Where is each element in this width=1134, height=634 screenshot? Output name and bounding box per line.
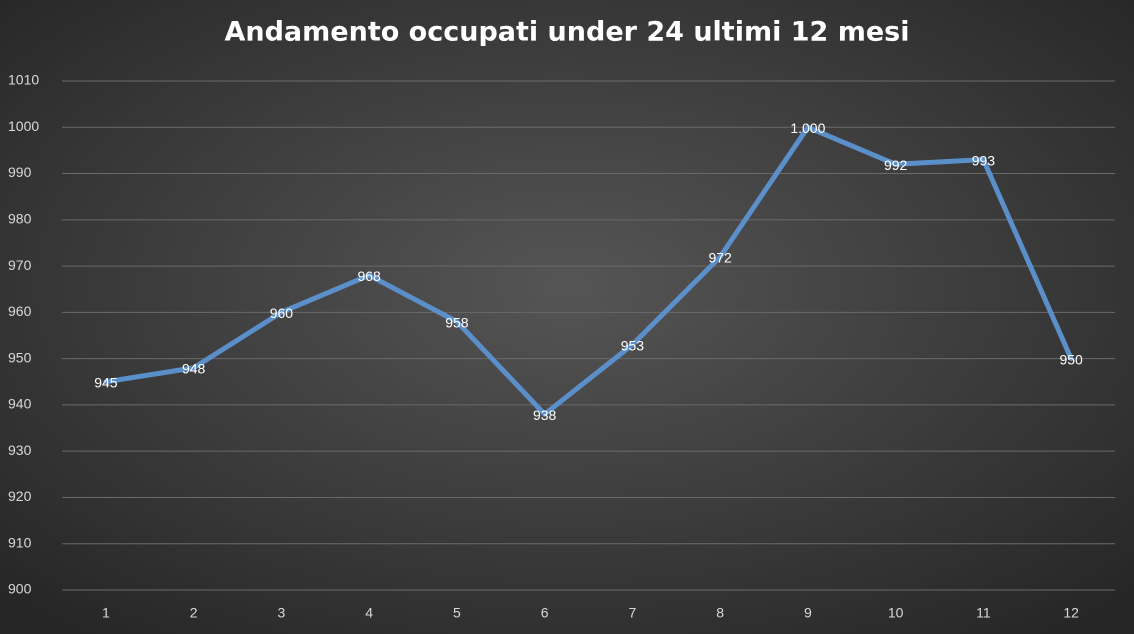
- x-tick-label: 11: [976, 605, 991, 621]
- data-label: 938: [533, 407, 557, 423]
- data-label: 950: [1059, 351, 1083, 367]
- y-tick-label: 960: [8, 303, 32, 319]
- y-tick-label: 990: [8, 164, 32, 180]
- x-tick-label: 8: [716, 605, 724, 621]
- x-tick-label: 6: [541, 605, 549, 621]
- data-label: 953: [621, 337, 645, 353]
- x-tick-label: 9: [804, 605, 812, 621]
- data-label: 993: [972, 152, 996, 168]
- y-tick-label: 970: [8, 257, 32, 273]
- y-tick-label: 900: [8, 581, 32, 597]
- x-tick-label: 12: [1063, 605, 1079, 621]
- x-tick-label: 4: [365, 605, 373, 621]
- data-line: [103, 124, 1074, 417]
- data-label: 958: [445, 314, 469, 330]
- data-label: 948: [182, 361, 206, 377]
- data-label: 992: [884, 157, 908, 173]
- x-tick-label: 3: [277, 605, 285, 621]
- y-tick-label: 1010: [8, 72, 39, 88]
- data-label: 960: [270, 305, 294, 321]
- y-tick-label: 930: [8, 442, 32, 458]
- x-tick-label: 7: [628, 605, 636, 621]
- chart-title: Andamento occupati under 24 ultimi 12 me…: [224, 17, 909, 48]
- y-tick-label: 920: [8, 488, 32, 504]
- y-tick-label: 980: [8, 211, 32, 227]
- y-tick-label: 910: [8, 534, 32, 550]
- data-label: 972: [708, 250, 732, 266]
- data-label: 968: [357, 268, 381, 284]
- y-tick-label: 950: [8, 349, 32, 365]
- data-label: 1.000: [790, 120, 825, 136]
- y-tick-label: 1000: [8, 118, 39, 134]
- x-tick-label: 5: [453, 605, 461, 621]
- data-label: 945: [94, 374, 118, 390]
- x-tick-label: 10: [888, 605, 904, 621]
- x-tick-label: 2: [190, 605, 198, 621]
- x-tick-label: 1: [102, 605, 110, 621]
- y-tick-label: 940: [8, 396, 32, 412]
